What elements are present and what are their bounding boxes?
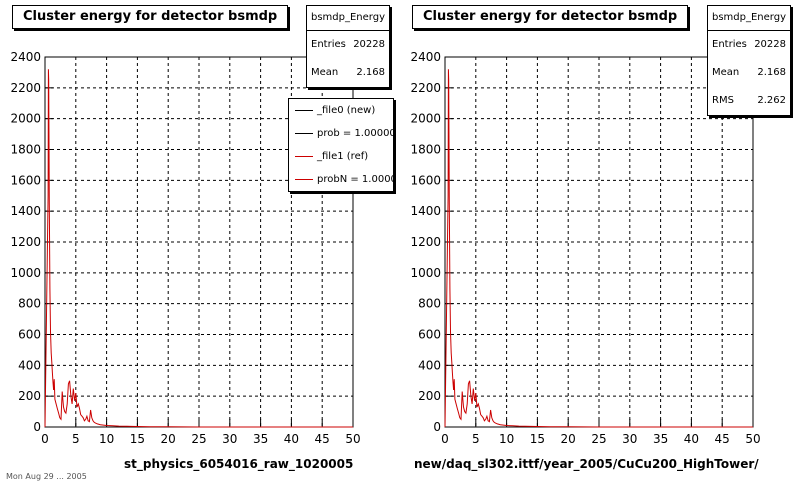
legend-entry: _file0 (new): [289, 99, 393, 122]
y-tick-label: 600: [18, 328, 41, 342]
x-tick-label: 30: [222, 432, 237, 446]
right-stats-name: bsmdp_Energy: [708, 6, 790, 31]
x-tick-label: 30: [622, 432, 637, 446]
legend-label: _file0 (new): [317, 105, 376, 116]
right-stats-value: 20228: [754, 39, 786, 50]
left-stats-row: Mean 2.168: [307, 59, 389, 87]
x-tick-label: 40: [684, 432, 699, 446]
y-tick-label: 2200: [10, 81, 41, 95]
left-stats-label: Entries: [311, 39, 346, 50]
x-tick-label: 20: [561, 432, 576, 446]
x-tick-label: 40: [284, 432, 299, 446]
x-tick-label: 35: [653, 432, 668, 446]
x-tick-label: 45: [715, 432, 730, 446]
y-tick-label: 800: [418, 297, 441, 311]
left-stats-row: Entries 20228: [307, 31, 389, 59]
left-plot: 0 5 10 15 20 25 30 35 40 45 50 0 200 400 600 800 1000 120…: [10, 50, 360, 446]
legend-entry: probN = 1.000000: [289, 168, 393, 191]
x-tick-label: 20: [161, 432, 176, 446]
legend-entry: _file1 (ref): [289, 145, 393, 168]
y-tick-label: 200: [18, 389, 41, 403]
x-tick-label: 25: [591, 432, 606, 446]
x-tick-label: 5: [72, 432, 80, 446]
left-stats-label: Mean: [311, 67, 339, 78]
series-line: [444, 69, 753, 428]
right-stats-value: 2.168: [757, 67, 786, 78]
x-tick-label: 10: [499, 432, 514, 446]
y-tick-label: 1400: [10, 204, 41, 218]
x-tick-label: 50: [745, 432, 760, 446]
x-tick-label: 45: [315, 432, 330, 446]
right-stats-value: 2.262: [757, 95, 786, 106]
right-chart-title: Cluster energy for detector bsmdp: [412, 5, 689, 29]
legend-label: prob = 1.000000: [317, 128, 394, 139]
x-tick-label: 10: [99, 432, 114, 446]
y-tick-label: 1600: [410, 173, 441, 187]
right-stats-row: Entries 20228: [708, 31, 790, 59]
right-stats-label: RMS: [712, 95, 734, 106]
y-tick-label: 0: [33, 420, 41, 434]
left-stats-name: bsmdp_Energy: [307, 6, 389, 31]
left-stats-value: 20228: [353, 39, 385, 50]
right-x-axis-title: new/daq_sl302.ittf/year_2005/CuCu200_Hig…: [414, 457, 759, 471]
legend-label: _file1 (ref): [317, 151, 369, 162]
y-tick-label: 1200: [10, 235, 41, 249]
left-stats-box: bsmdp_Energy Entries 20228 Mean 2.168: [306, 5, 390, 88]
left-stats-value: 2.168: [356, 67, 385, 78]
y-tick-label: 1200: [410, 235, 441, 249]
y-tick-label: 0: [433, 420, 441, 434]
y-tick-label: 1400: [410, 204, 441, 218]
legend-line-swatch: [295, 156, 313, 157]
left-x-axis-title: st_physics_6054016_raw_1020005: [124, 457, 354, 471]
y-tick-label: 2400: [410, 50, 441, 64]
y-tick-label: 600: [418, 328, 441, 342]
y-tick-label: 1000: [10, 266, 41, 280]
legend-line-swatch: [295, 133, 313, 134]
right-stats-label: Entries: [712, 39, 747, 50]
right-stats-row: RMS 2.262: [708, 87, 790, 115]
y-tick-label: 2400: [10, 50, 41, 64]
y-tick-label: 1800: [410, 143, 441, 157]
right-stats-label: Mean: [712, 67, 740, 78]
x-tick-label: 5: [472, 432, 480, 446]
x-tick-label: 0: [441, 432, 449, 446]
right-chart-pane: 0 5 10 15 20 25 30 35 40 45 50 0 200 400 600 800 1000 120…: [400, 0, 800, 480]
x-tick-label: 25: [191, 432, 206, 446]
y-tick-label: 1600: [10, 173, 41, 187]
legend-line-swatch: [295, 179, 313, 180]
x-tick-label: 15: [130, 432, 145, 446]
x-tick-label: 0: [41, 432, 49, 446]
y-tick-label: 1000: [410, 266, 441, 280]
y-tick-label: 400: [418, 358, 441, 372]
y-tick-label: 1800: [10, 143, 41, 157]
left-chart-title: Cluster energy for detector bsmdp: [12, 5, 289, 29]
legend-entry: prob = 1.000000: [289, 122, 393, 145]
legend-line-swatch: [295, 110, 313, 111]
x-tick-label: 50: [345, 432, 360, 446]
y-tick-label: 2000: [410, 112, 441, 126]
right-plot: 0 5 10 15 20 25 30 35 40 45 50 0 200 400 600 800 1000 120…: [410, 50, 760, 446]
series-line: [44, 69, 353, 428]
y-tick-label: 2000: [10, 112, 41, 126]
y-tick-label: 800: [18, 297, 41, 311]
x-tick-label: 15: [530, 432, 545, 446]
legend-label: probN = 1.000000: [317, 174, 393, 185]
legend-box: _file0 (new) prob = 1.000000 _file1 (ref…: [288, 98, 394, 192]
y-tick-label: 400: [18, 358, 41, 372]
right-stats-row: Mean 2.168: [708, 59, 790, 87]
x-tick-label: 35: [253, 432, 268, 446]
footer-date: Mon Aug 29 ... 2005: [6, 472, 87, 481]
y-tick-label: 200: [418, 389, 441, 403]
y-tick-label: 2200: [410, 81, 441, 95]
left-chart-pane: 0 5 10 15 20 25 30 35 40 45 50 0 200 400 600 800 1000 120…: [0, 0, 400, 481]
right-stats-box: bsmdp_Energy Entries 20228 Mean 2.168 RM…: [707, 5, 791, 116]
